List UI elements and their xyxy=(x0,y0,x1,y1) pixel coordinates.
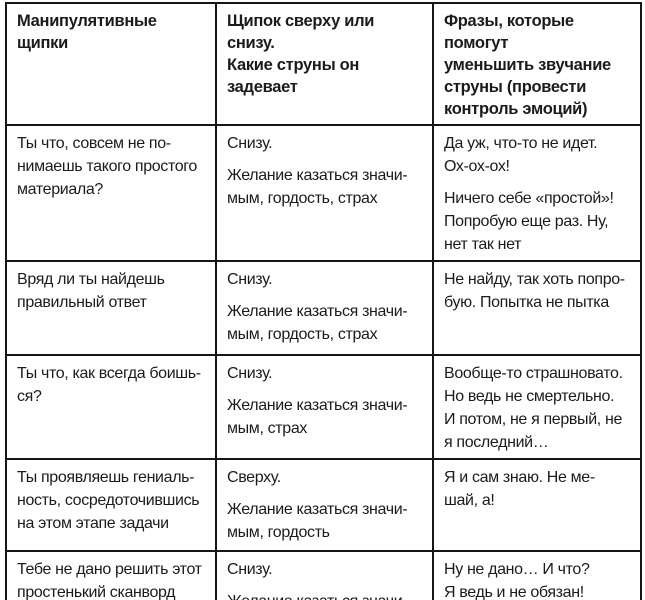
strings-text: Желание казаться значи- мым, гордость, с… xyxy=(227,303,408,343)
manipulative-pinches-table: Манипулятивные щипки Щипок сверху или сн… xyxy=(5,2,642,600)
cell-phrases: Ну не дано… И что? Я ведь и не обязан! С… xyxy=(432,550,642,600)
cell-pinch: Ты проявляешь гениаль- ность, сосредоточ… xyxy=(5,458,217,552)
cell-pinch: Вряд ли ты найдешь правильный ответ xyxy=(5,260,217,356)
cell-direction: Снизу. Желание казаться значи- мым, стра… xyxy=(215,354,434,460)
strings-text: Желание казаться значи- мым, гордость xyxy=(227,501,408,541)
direction-text: Снизу. xyxy=(227,135,273,152)
cell-phrases: Да уж, что-то не идет. Ох-ох-ох! Ничего … xyxy=(432,124,642,262)
cell-phrases: Вообще-то страшновато. Но ведь не смерте… xyxy=(432,354,642,460)
direction-text: Снизу. xyxy=(227,365,273,382)
direction-text: Снизу. xyxy=(227,271,273,288)
pinch-text: Вряд ли ты найдешь правильный ответ xyxy=(17,271,165,311)
table-row: Ты что, совсем не по- нимаешь такого про… xyxy=(5,124,642,262)
cell-direction: Снизу. Желание казаться значи- мым, горд… xyxy=(215,260,434,356)
phrase-text: Ну не дано… И что? Я ведь и не обязан! xyxy=(444,561,590,600)
phrase-text: Да уж, что-то не идет. Ох-ох-ох! xyxy=(444,135,598,175)
strings-text: Желание казаться значи- мым, гордость xyxy=(227,590,426,600)
strings-text: Желание казаться значи- мым, гордость, с… xyxy=(227,167,408,207)
cell-pinch: Ты что, совсем не по- нимаешь такого про… xyxy=(5,124,217,262)
phrase-text: Ничего себе «простой»! Попробую еще раз.… xyxy=(444,190,614,253)
phrase-text: Я и сам знаю. Не ме- шай, а! xyxy=(444,469,595,509)
cell-direction: Снизу. Желание казаться значи- мым, горд… xyxy=(215,124,434,262)
cell-pinch: Тебе не дано решить этот простенький ска… xyxy=(5,550,217,600)
header-cell-pinches: Манипулятивные щипки xyxy=(5,2,217,126)
cell-pinch: Ты что, как всегда боишь- ся? xyxy=(5,354,217,460)
header-cell-direction: Щипок сверху или снизу. Какие струны он … xyxy=(215,2,434,126)
table-row: Ты что, как всегда боишь- ся? Снизу. Жел… xyxy=(5,354,642,460)
strings-text: Желание казаться значи- мым, страх xyxy=(227,397,408,437)
pinch-text: Тебе не дано решить этот простенький ска… xyxy=(17,561,202,600)
pinch-text: Ты проявляешь гениаль- ность, сосредоточ… xyxy=(17,469,200,532)
direction-text: Снизу. xyxy=(227,561,273,578)
table-row: Ты проявляешь гениаль- ность, сосредоточ… xyxy=(5,458,642,552)
direction-text: Сверху. xyxy=(227,469,281,486)
cell-direction: Сверху. Желание казаться значи- мым, гор… xyxy=(215,458,434,552)
header-cell-phrases: Фразы, которые помогут уменьшить звучани… xyxy=(432,2,642,126)
cell-phrases: Я и сам знаю. Не ме- шай, а! xyxy=(432,458,642,552)
cell-phrases: Не найду, так хоть попро- бую. Попытка н… xyxy=(432,260,642,356)
table-row: Вряд ли ты найдешь правильный ответ Сниз… xyxy=(5,260,642,356)
phrase-text: Вообще-то страшновато. Но ведь не смерте… xyxy=(444,365,623,451)
cell-direction: Снизу. Желание казаться значи- мым, горд… xyxy=(215,550,434,600)
pinch-text: Ты что, совсем не по- нимаешь такого про… xyxy=(17,135,197,198)
header-row: Манипулятивные щипки Щипок сверху или сн… xyxy=(5,2,642,126)
phrase-text: Не найду, так хоть попро- бую. Попытка н… xyxy=(444,271,625,311)
table-row: Тебе не дано решить этот простенький ска… xyxy=(5,550,642,600)
pinch-text: Ты что, как всегда боишь- ся? xyxy=(17,365,201,405)
